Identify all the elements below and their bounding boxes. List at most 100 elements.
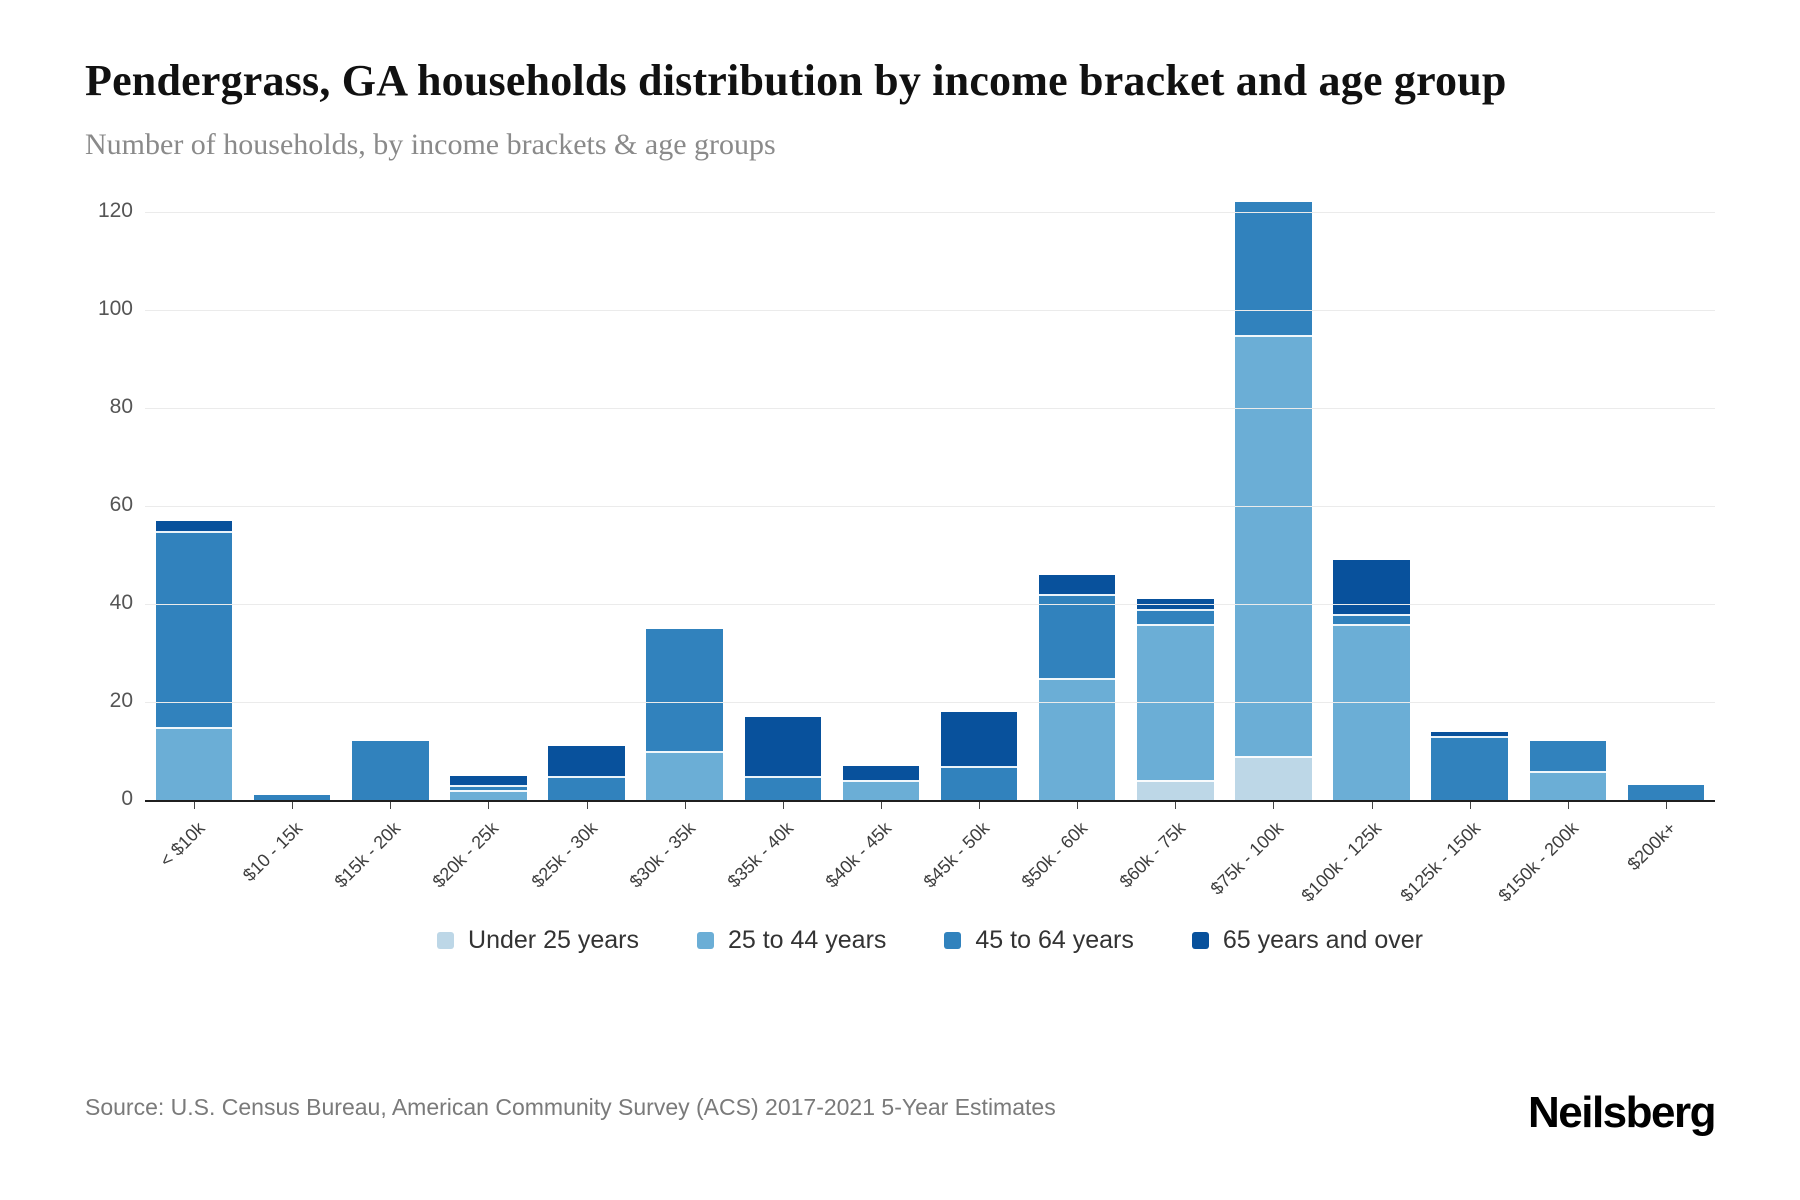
bar-slot-11 — [1126, 214, 1224, 801]
stacked-bar — [1333, 560, 1410, 801]
bar-segment — [1235, 334, 1312, 756]
legend-swatch-icon — [696, 932, 714, 950]
bar-segment — [1333, 613, 1410, 624]
bar-segment — [450, 790, 527, 801]
bar-segment — [1333, 623, 1410, 801]
x-tick: $15k - 20k — [331, 802, 439, 920]
x-tick: $150k - 200k — [1494, 802, 1617, 920]
legend-swatch-icon — [437, 932, 455, 950]
bars-container — [145, 202, 1715, 801]
stacked-bar — [940, 711, 1018, 801]
legend-label: 65 years and over — [1222, 926, 1423, 955]
bar-slot-13 — [1323, 214, 1421, 801]
bar-segment — [646, 628, 723, 752]
x-tick-label: $45k - 50k — [919, 818, 994, 892]
page-title: Pendergrass, GA households distribution … — [85, 56, 1507, 105]
bar-slot-6 — [636, 214, 734, 801]
stacked-bar — [842, 765, 920, 801]
y-tick-label: 0 — [121, 787, 133, 811]
x-tick-label: $60k - 75k — [1115, 818, 1190, 892]
stacked-bar — [548, 746, 625, 801]
x-tick: $60k - 75k — [1116, 802, 1224, 920]
page-subtitle: Number of households, by income brackets… — [85, 128, 776, 162]
bar-segment — [1038, 574, 1116, 595]
x-tick: < $10k — [145, 802, 243, 920]
stacked-bar-chart: 0 20 40 60 80 100 120 < $10k $10 - 15k $15k - 20… — [85, 200, 1715, 955]
bar-segment — [940, 711, 1018, 766]
y-tick-label: 120 — [97, 199, 133, 223]
bar-slot-10 — [1028, 214, 1126, 801]
bar-segment — [1137, 780, 1214, 801]
x-tick-label: $30k - 35k — [625, 818, 699, 892]
x-tick: $40k - 45k — [821, 802, 930, 920]
bar-segment — [744, 716, 822, 776]
bar-segment — [744, 775, 822, 801]
bar-segment — [1627, 785, 1705, 801]
gridline-100 — [145, 310, 1715, 312]
gridline-60 — [145, 506, 1715, 508]
x-tick: $200k+ — [1617, 802, 1715, 920]
bar-segment — [548, 746, 625, 776]
neilsberg-logo: Neilsberg — [1527, 1088, 1717, 1137]
x-axis-labels: < $10k $10 - 15k $15k - 20k $20k - 25k $25k … — [145, 802, 1715, 920]
x-tick-label: $20k - 25k — [428, 818, 503, 892]
x-tick: $10 - 15k — [239, 802, 341, 920]
legend-label: 45 to 64 years — [975, 926, 1134, 955]
x-tick-label: $40k - 45k — [821, 818, 896, 892]
bar-segment — [1529, 741, 1607, 771]
gridline-20 — [145, 702, 1715, 704]
x-tick-label: $35k - 40k — [723, 818, 797, 892]
legend-swatch-icon — [1191, 932, 1209, 950]
bar-slot-3 — [341, 214, 439, 801]
y-tick-label: 100 — [97, 297, 133, 321]
legend-item: 65 years and over — [1191, 926, 1423, 955]
stacked-bar — [1529, 741, 1607, 801]
plot-area: 0 20 40 60 80 100 120 — [98, 200, 1715, 809]
bar-slot-4 — [439, 214, 537, 801]
chart-legend: Under 25 years 25 to 44 years 45 to 64 yea… — [145, 926, 1715, 955]
stacked-bar — [646, 628, 723, 801]
bar-segment — [1431, 731, 1508, 737]
bar-segment — [1333, 560, 1410, 614]
bar-segment — [253, 795, 331, 801]
bar-segment — [1235, 755, 1312, 801]
bar-segment — [1038, 594, 1116, 678]
legend-item: Under 25 years — [437, 926, 639, 955]
stacked-bar — [352, 741, 429, 801]
x-tick-label: $10 - 15k — [239, 818, 307, 886]
footer: Source: U.S. Census Bureau, American Com… — [85, 1088, 1717, 1138]
stacked-bar — [1235, 202, 1312, 801]
x-tick: $75k - 100k — [1207, 802, 1322, 920]
x-tick: $50k - 60k — [1018, 802, 1126, 920]
x-tick-label: < $10k — [155, 818, 209, 871]
bar-segment — [352, 741, 429, 801]
bar-segment — [548, 775, 625, 801]
y-tick-label: 40 — [109, 591, 133, 615]
source-text: Source: U.S. Census Bureau, American Com… — [85, 1094, 1056, 1120]
bar-segment — [842, 780, 920, 801]
y-tick-label: 80 — [109, 395, 133, 419]
bar-slot-12 — [1224, 202, 1322, 801]
stacked-bar — [1431, 731, 1508, 801]
bar-segment — [940, 765, 1018, 801]
x-tick: $20k - 25k — [429, 802, 537, 920]
bar-slot-14 — [1421, 214, 1519, 801]
gridline-120 — [145, 212, 1715, 214]
legend-swatch-icon — [944, 932, 962, 950]
stacked-bar — [744, 716, 822, 801]
y-tick-label: 60 — [109, 493, 133, 517]
bar-slot-7 — [734, 214, 832, 801]
gridline-40 — [145, 604, 1715, 606]
bar-segment — [646, 751, 723, 801]
stacked-bar — [253, 795, 331, 801]
x-tick: $100k - 125k — [1298, 802, 1421, 920]
bar-slot-8 — [832, 214, 930, 801]
stacked-bar — [1627, 785, 1705, 801]
stacked-bar — [450, 775, 527, 801]
stacked-bar — [155, 520, 233, 801]
x-tick: $25k - 30k — [527, 802, 636, 920]
legend-item: 45 to 64 years — [944, 926, 1134, 955]
bar-segment — [1529, 770, 1607, 801]
stacked-bar — [1038, 574, 1116, 801]
bar-slot-5 — [538, 214, 636, 801]
